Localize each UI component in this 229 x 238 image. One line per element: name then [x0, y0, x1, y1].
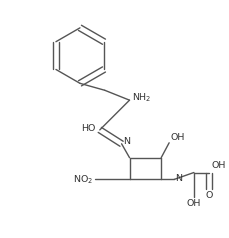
Text: OH: OH: [169, 133, 184, 142]
Text: HO: HO: [81, 124, 95, 134]
Text: OH: OH: [211, 161, 225, 169]
Text: N: N: [123, 137, 130, 146]
Text: N: N: [174, 174, 181, 183]
Text: OH: OH: [186, 199, 200, 208]
Text: NH$_2$: NH$_2$: [132, 92, 151, 104]
Text: NO$_2$: NO$_2$: [72, 173, 93, 186]
Text: O: O: [204, 191, 212, 200]
